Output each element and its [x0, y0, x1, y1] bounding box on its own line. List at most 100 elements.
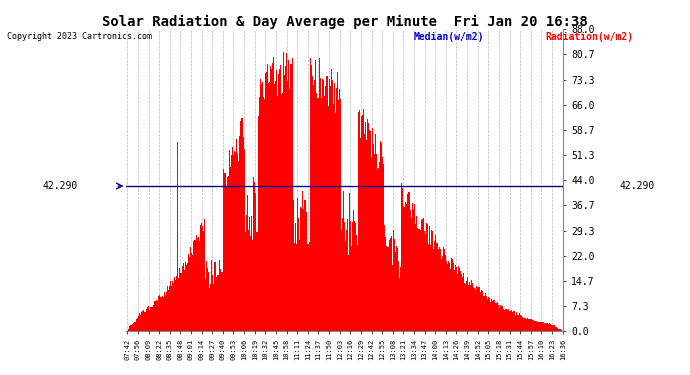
Bar — [176, 276, 177, 331]
Bar — [237, 153, 238, 331]
Bar — [137, 318, 138, 331]
Bar — [373, 134, 375, 331]
Text: Median(w/m2): Median(w/m2) — [414, 32, 484, 42]
Bar — [146, 309, 147, 331]
Bar — [136, 319, 137, 331]
Bar — [493, 302, 495, 331]
Bar — [243, 137, 244, 331]
Bar — [367, 118, 368, 331]
Bar — [369, 130, 371, 331]
Bar — [168, 290, 169, 331]
Bar — [229, 150, 230, 331]
Bar — [177, 211, 178, 331]
Bar — [147, 307, 148, 331]
Bar — [246, 215, 247, 331]
Bar — [409, 199, 411, 331]
Bar — [486, 296, 487, 331]
Bar — [160, 297, 161, 331]
Bar — [332, 80, 333, 331]
Bar — [559, 329, 560, 331]
Bar — [284, 87, 286, 331]
Text: Copyright 2023 Cartronics.com: Copyright 2023 Cartronics.com — [7, 32, 152, 41]
Bar — [193, 240, 194, 331]
Bar — [366, 140, 367, 331]
Bar — [318, 98, 319, 331]
Bar — [224, 172, 225, 331]
Bar — [482, 291, 483, 331]
Bar — [508, 310, 509, 331]
Bar — [291, 64, 292, 331]
Bar — [390, 238, 391, 331]
Bar — [275, 95, 277, 331]
Bar — [233, 155, 234, 331]
Bar — [537, 322, 538, 331]
Bar — [271, 69, 273, 331]
Bar — [305, 200, 306, 331]
Bar — [166, 292, 167, 331]
Bar — [557, 328, 558, 331]
Bar — [402, 188, 403, 331]
Bar — [255, 194, 256, 331]
Bar — [151, 307, 152, 331]
Bar — [466, 278, 468, 331]
Bar — [444, 257, 446, 331]
Bar — [158, 296, 159, 331]
Bar — [529, 319, 530, 331]
Bar — [474, 288, 475, 331]
Bar — [244, 227, 246, 331]
Bar — [140, 315, 141, 331]
Bar — [138, 316, 139, 331]
Bar — [341, 230, 342, 331]
Bar — [411, 218, 412, 331]
Bar — [260, 79, 261, 331]
Bar — [385, 237, 386, 331]
Bar — [431, 238, 433, 331]
Bar — [499, 307, 500, 331]
Bar — [299, 240, 300, 331]
Bar — [398, 261, 399, 331]
Bar — [132, 324, 133, 331]
Bar — [442, 256, 443, 331]
Bar — [127, 330, 128, 331]
Bar — [384, 225, 385, 331]
Bar — [344, 222, 345, 331]
Bar — [162, 296, 163, 331]
Bar — [184, 270, 185, 331]
Bar — [338, 100, 339, 331]
Bar — [544, 322, 545, 331]
Bar — [139, 313, 140, 331]
Bar — [282, 93, 283, 331]
Bar — [447, 264, 448, 331]
Bar — [262, 82, 264, 331]
Bar — [295, 223, 296, 331]
Bar — [258, 116, 259, 331]
Bar — [185, 262, 186, 331]
Bar — [230, 148, 231, 331]
Bar — [342, 237, 344, 331]
Bar — [558, 329, 559, 331]
Bar — [397, 248, 398, 331]
Bar — [273, 57, 274, 331]
Bar — [320, 78, 322, 331]
Bar — [274, 84, 275, 331]
Bar — [437, 243, 438, 331]
Bar — [504, 310, 505, 331]
Bar — [259, 97, 260, 331]
Bar — [464, 283, 465, 331]
Bar — [524, 318, 526, 331]
Bar — [191, 253, 193, 331]
Bar — [549, 323, 550, 331]
Bar — [169, 286, 170, 331]
Bar — [265, 73, 266, 331]
Bar — [226, 176, 227, 331]
Bar — [426, 237, 428, 331]
Bar — [542, 323, 544, 331]
Bar — [190, 258, 191, 331]
Bar — [510, 311, 511, 331]
Bar — [288, 88, 289, 331]
Bar — [286, 53, 287, 331]
Bar — [328, 90, 329, 331]
Bar — [311, 65, 313, 331]
Bar — [379, 168, 380, 331]
Bar — [440, 244, 442, 331]
